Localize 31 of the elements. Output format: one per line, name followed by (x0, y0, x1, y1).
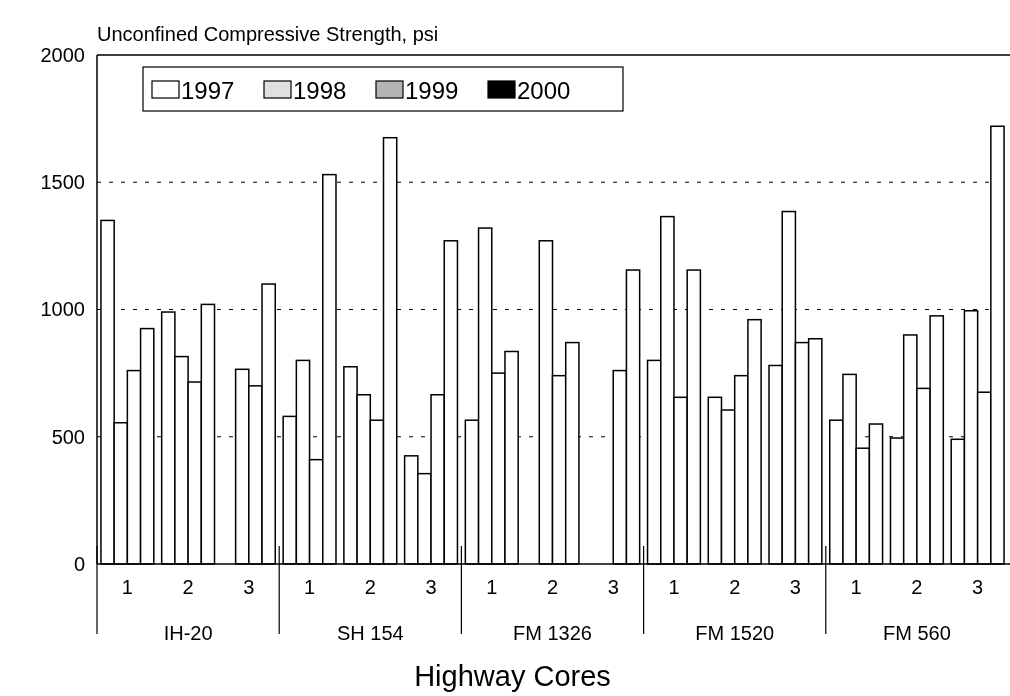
y-tick-label: 2000 (40, 43, 85, 66)
x-tick-label: 3 (243, 576, 255, 599)
x-tick-label: 1 (121, 576, 133, 599)
x-tick-label: 3 (972, 576, 984, 599)
x-axis-title: Highway Cores (414, 660, 611, 692)
x-tick-label: 1 (486, 576, 498, 599)
legend-label: 1997 (181, 77, 235, 104)
y-tick-label: 0 (73, 552, 85, 575)
text: FM 1520 (695, 622, 775, 644)
y-tick-label: 1000 (40, 298, 85, 321)
x-tick-label: 1 (850, 576, 862, 599)
x-tick-label: 3 (607, 576, 619, 599)
x-tick-label: 2 (546, 576, 559, 599)
legend-label: 1998 (293, 77, 347, 104)
x-tick-label: 1 (304, 576, 316, 599)
text: IH-20 (163, 622, 213, 644)
x-tick-label: 3 (789, 576, 801, 599)
text: SH 154 (336, 622, 404, 644)
x-tick-label: 2 (364, 576, 376, 599)
x-tick-label: 2 (911, 576, 923, 599)
x-tick-label: 2 (182, 576, 194, 599)
chart-title: Unconfined Compressive Strength, psi (97, 23, 439, 45)
text: FM 560 (882, 622, 951, 644)
x-tick-label: 2 (729, 576, 741, 599)
text: FM 1326 (513, 622, 592, 644)
y-tick-label: 500 (51, 425, 85, 448)
legend-label: 2000 (517, 77, 571, 104)
x-tick-label: 3 (425, 576, 437, 599)
legend-label: 1999 (405, 77, 459, 104)
x-tick-label: 1 (668, 576, 680, 599)
y-tick-label: 1500 (40, 171, 85, 194)
